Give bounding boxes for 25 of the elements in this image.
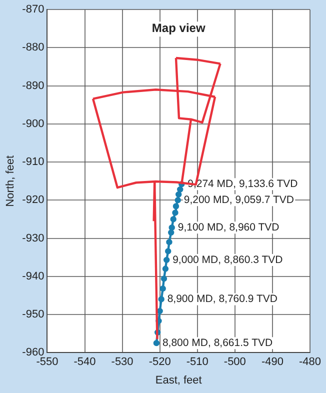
x-tick-label: -540 — [74, 356, 96, 368]
annotation: 9,000 MD, 8,860.3 TVD — [172, 254, 284, 266]
y-tick-label: -870 — [22, 4, 44, 16]
x-axis-title: East, feet — [155, 374, 202, 386]
annotation: 8,800 MD, 8,661.5 TVD — [162, 336, 273, 349]
y-tick-label: -890 — [22, 80, 44, 92]
x-tick-label: -520 — [148, 356, 171, 368]
x-tick-label: -550 — [36, 356, 58, 368]
x-tick-label: -510 — [186, 356, 208, 368]
x-tick-label: -500 — [224, 356, 246, 368]
text: Map view — [152, 20, 206, 35]
y-tick-label: -940 — [22, 270, 44, 282]
x-tick-label: -530 — [111, 356, 134, 368]
annotation: 9,200 MD, 9,059.7 TVD — [184, 194, 294, 206]
y-tick-label: -910 — [22, 156, 44, 168]
y-tick-label: -900 — [22, 118, 44, 130]
y-tick-label: -930 — [22, 232, 44, 244]
annotation: 8,900 MD, 8,760.9 TVD — [167, 293, 278, 306]
annotation: 9,100 MD, 8,960 TVD — [178, 221, 280, 234]
y-tick-label: -880 — [22, 42, 44, 54]
y-tick-label: -950 — [22, 308, 44, 321]
y-tick-label: -920 — [22, 194, 44, 206]
x-tick-label: -490 — [261, 356, 284, 368]
x-tick-label: -480 — [298, 356, 322, 368]
y-axis-title: North, feet — [4, 155, 17, 207]
